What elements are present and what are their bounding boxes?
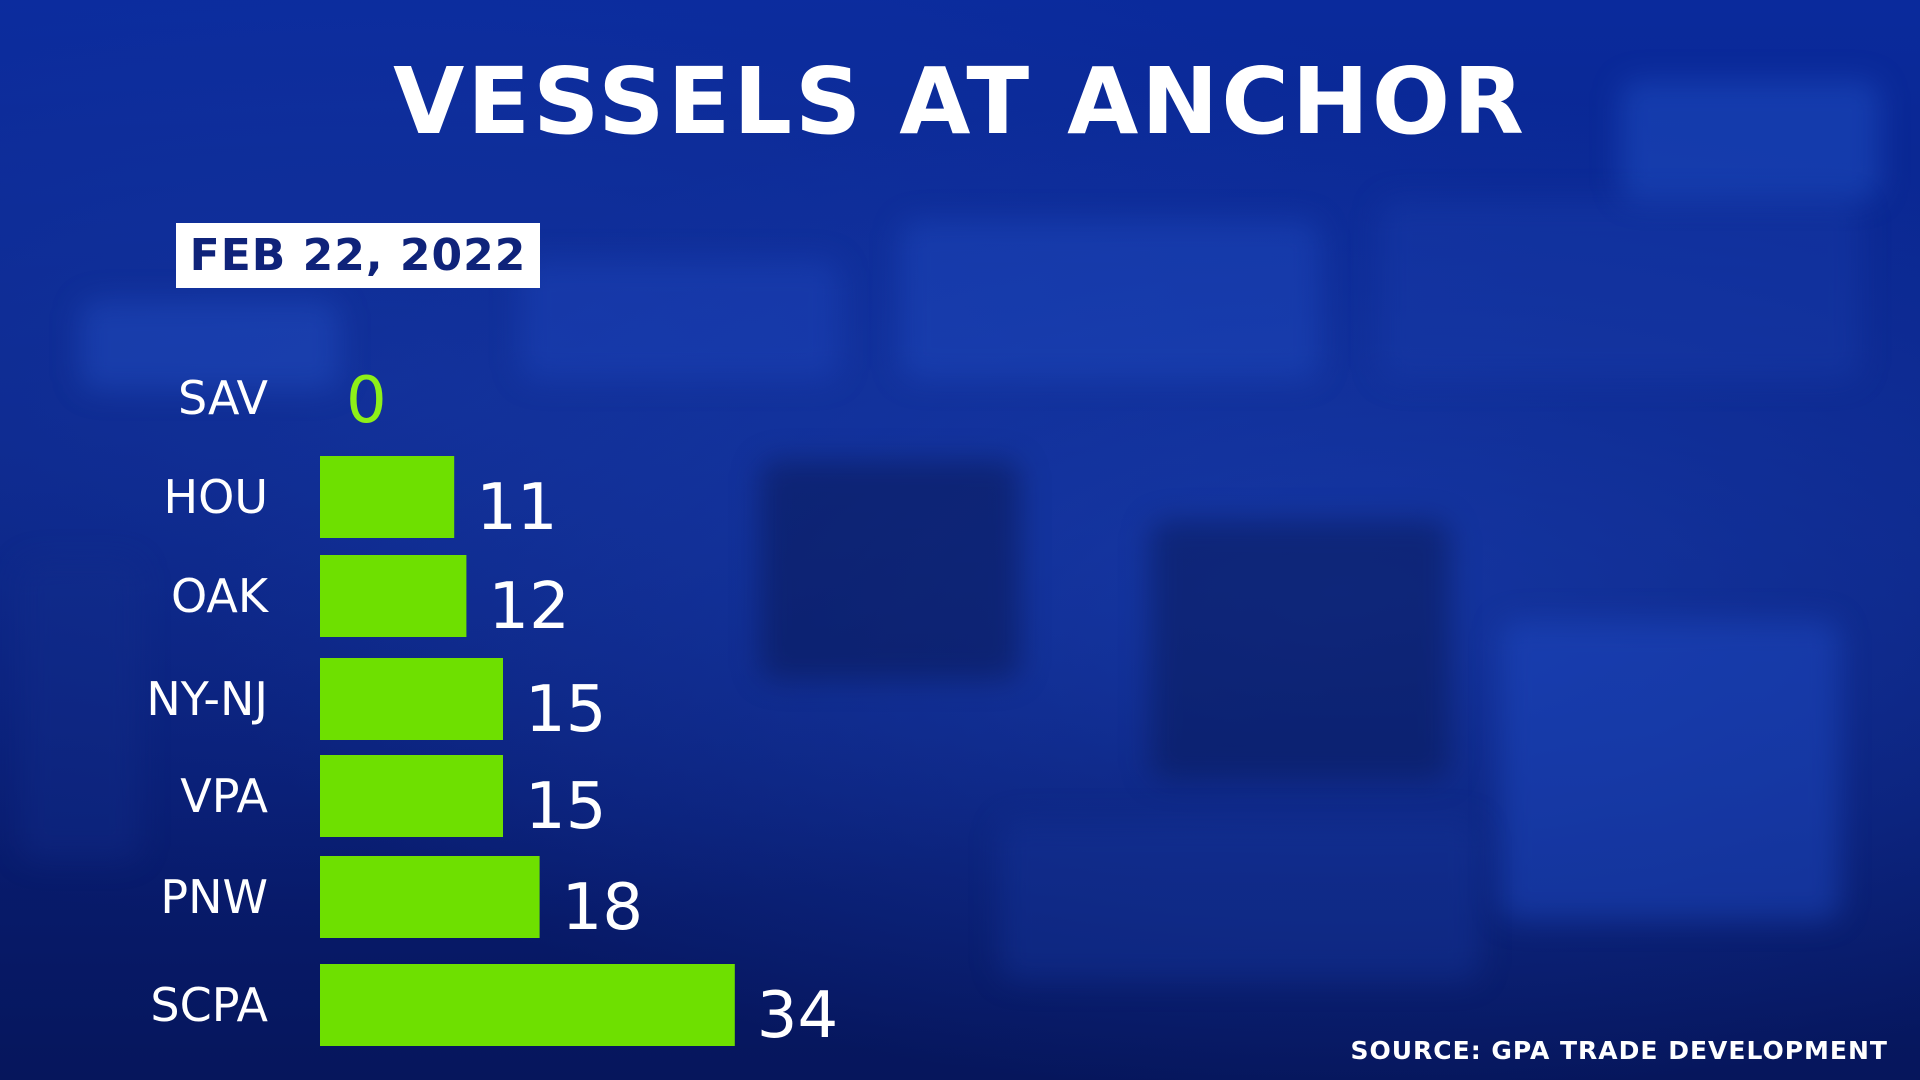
value-label-hou: 11: [476, 471, 557, 545]
category-label-hou: HOU: [164, 470, 268, 524]
date-badge: FEB 22, 2022: [176, 223, 540, 288]
value-label-sav: 0: [346, 364, 387, 438]
category-label-sav: SAV: [178, 371, 269, 425]
category-label-pnw: PNW: [160, 870, 268, 924]
bar-scpa: [320, 964, 735, 1046]
date-label: FEB 22, 2022: [189, 230, 527, 281]
value-label-vpa: 15: [525, 770, 606, 844]
chart-title: VESSELS AT ANCHOR: [393, 48, 1527, 155]
bar-ny-nj: [320, 658, 503, 740]
value-label-scpa: 34: [757, 979, 838, 1053]
bar-vpa: [320, 755, 503, 837]
source-note: SOURCE: GPA TRADE DEVELOPMENT: [1350, 1036, 1888, 1065]
bar-oak: [320, 555, 467, 637]
category-label-vpa: VPA: [180, 769, 268, 823]
value-label-pnw: 18: [562, 871, 643, 945]
category-label-oak: OAK: [171, 569, 270, 623]
value-label-oak: 12: [488, 570, 569, 644]
value-label-ny-nj: 15: [525, 673, 606, 747]
bar-pnw: [320, 856, 540, 938]
category-label-ny-nj: NY-NJ: [146, 672, 268, 726]
bar-hou: [320, 456, 455, 538]
category-label-scpa: SCPA: [150, 978, 268, 1032]
